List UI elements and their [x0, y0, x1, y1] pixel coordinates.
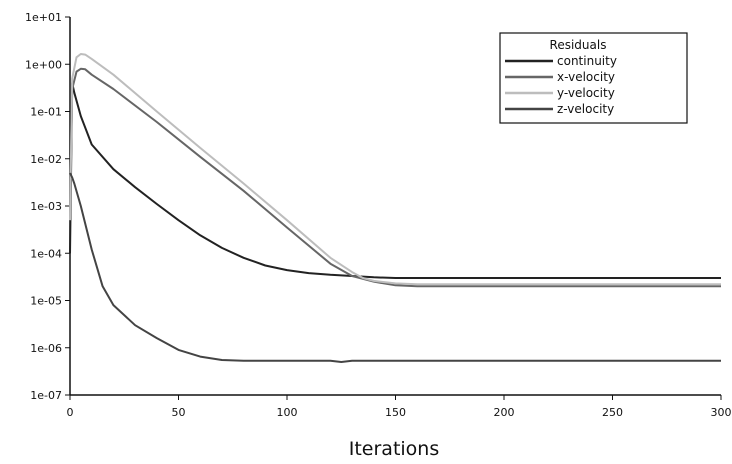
x-tick-label: 50	[172, 406, 186, 419]
y-tick-label: 1e-01	[30, 106, 62, 119]
series-line-x-velocity	[69, 67, 721, 288]
legend-label-z-velocity: z-velocity	[557, 102, 614, 116]
y-tick-label: 1e-02	[30, 153, 62, 166]
y-tick-label: 1e-04	[30, 247, 62, 260]
series-line-continuity	[69, 82, 721, 279]
x-tick-label: 100	[277, 406, 298, 419]
series-line-y-velocity	[69, 53, 721, 286]
legend-label-x-velocity: x-velocity	[557, 70, 615, 84]
y-tick-label: 1e-05	[30, 295, 62, 308]
x-axis-title: Iterations	[349, 438, 440, 460]
x-tick-label: 200	[494, 406, 515, 419]
legend: Residuals continuity x-velocity y-velocity…	[499, 32, 688, 124]
x-tick-label: 250	[602, 406, 623, 419]
y-tick-label: 1e-07	[30, 389, 62, 402]
legend-items: continuity x-velocity y-velocity z-velocity	[505, 54, 617, 116]
series-lines	[69, 53, 721, 363]
x-tick-label: 0	[67, 406, 74, 419]
series-line-z-velocity	[69, 172, 721, 363]
legend-label-y-velocity: y-velocity	[557, 86, 615, 100]
x-tick-label: 150	[385, 406, 406, 419]
legend-label-continuity: continuity	[557, 54, 617, 68]
x-tick-group: 0 50 100 150 200 250 300	[67, 395, 732, 419]
y-tick-label: 1e+01	[25, 11, 62, 24]
x-tick-label: 300	[711, 406, 732, 419]
y-tick-label: 1e-06	[30, 342, 62, 355]
y-tick-group: 1e-07 1e-06 1e-05 1e-04 1e-03 1e-02 1e-01 1e+00…	[25, 11, 70, 402]
y-tick-label: 1e+00	[25, 58, 62, 71]
legend-title: Residuals	[550, 38, 607, 52]
y-tick-label: 1e-03	[30, 200, 62, 213]
